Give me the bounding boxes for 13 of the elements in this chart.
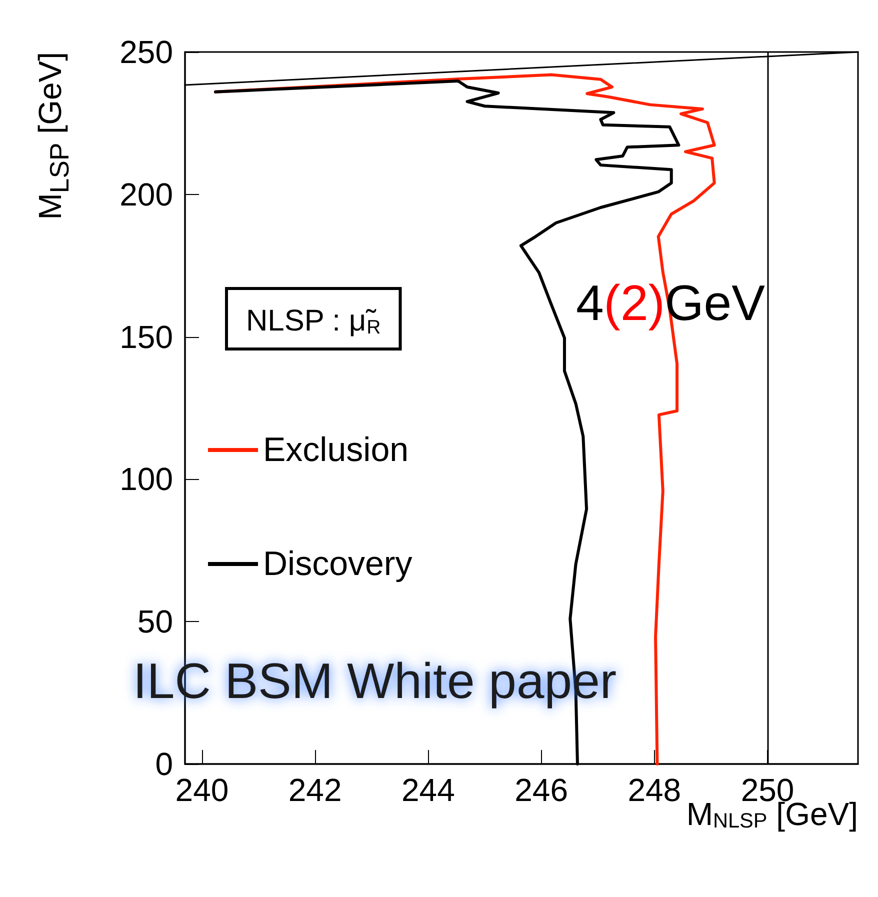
legend-label: Discovery <box>263 545 412 583</box>
y-tick-label: 250 <box>120 34 173 70</box>
y-tick-label: 200 <box>120 176 173 212</box>
y-tick-label: 150 <box>120 318 173 355</box>
y-tick-label: 100 <box>120 461 173 498</box>
x-tick-label: 242 <box>288 772 342 808</box>
x-tick-label: 244 <box>401 772 455 808</box>
x-tick-label: 246 <box>514 772 568 808</box>
y-tick-label: 50 <box>137 604 173 640</box>
x-tick-label: 248 <box>628 772 682 808</box>
x-tick-label: 240 <box>175 772 229 808</box>
y-tick-label: 0 <box>155 746 173 782</box>
legend-label: Exclusion <box>263 431 409 469</box>
